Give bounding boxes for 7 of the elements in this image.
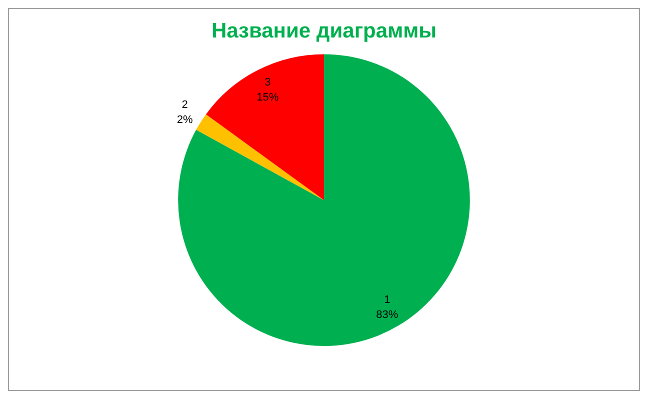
data-label: 83% [376, 308, 398, 321]
data-label: 15% [256, 92, 279, 104]
slice-label: 2 [182, 98, 188, 111]
slice-label: 3 [264, 76, 271, 89]
chart-title: Название диаграммы [211, 19, 437, 42]
slice-label: 1 [384, 294, 390, 306]
data-label: 2% [176, 114, 193, 126]
